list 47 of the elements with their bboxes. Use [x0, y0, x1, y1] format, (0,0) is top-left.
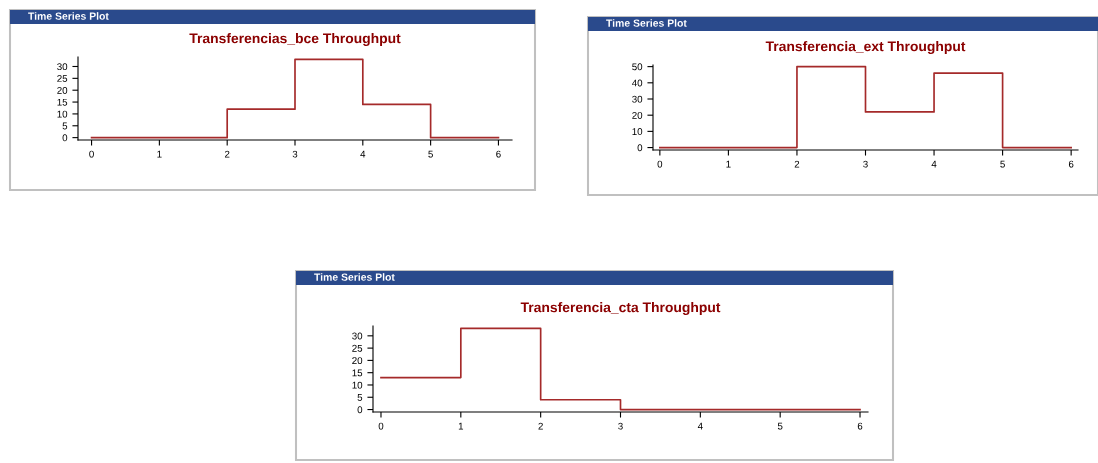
y-tick-label: 20 [57, 86, 68, 94]
x-tick-label: 2 [794, 160, 800, 168]
x-tick-label: 4 [360, 150, 366, 158]
x-tick-label: 5 [1000, 160, 1005, 168]
x-tick-label: 3 [618, 422, 623, 430]
text: Time Series Plot [606, 19, 687, 27]
y-tick-label: 30 [57, 63, 68, 71]
x-tick-label: 0 [657, 160, 663, 168]
y-tick-label: 10 [352, 381, 363, 389]
x-tick-label: 6 [1068, 160, 1074, 168]
y-tick-label: 10 [57, 110, 68, 118]
y-tick-label: 30 [352, 332, 363, 340]
x-tick-label: 1 [458, 422, 464, 430]
y-tick-label: 25 [352, 344, 363, 352]
x-tick-label: 6 [496, 150, 501, 158]
y-tick-label: 20 [352, 357, 363, 365]
text: Time Series Plot [28, 12, 109, 20]
x-tick-label: 2 [538, 422, 543, 430]
x-tick-label: 3 [292, 150, 298, 158]
y-tick-label: 20 [632, 111, 643, 119]
y-tick-label: 10 [632, 128, 643, 135]
y-tick-label: 30 [632, 95, 643, 103]
y-tick-label: 5 [62, 122, 68, 130]
y-tick-label: 0 [62, 134, 68, 142]
x-tick-label: 2 [224, 150, 230, 158]
x-tick-label: 1 [157, 150, 162, 158]
chart-title: Transferencia_ext Throughput [765, 41, 966, 55]
y-tick-label: 0 [637, 144, 643, 152]
x-tick-label: 4 [931, 160, 937, 168]
y-tick-label: 40 [631, 79, 643, 87]
x-tick-label: 1 [726, 160, 731, 168]
x-tick-label: 5 [428, 150, 433, 158]
text: Time Series Plot [314, 273, 395, 281]
x-tick-label: 3 [863, 160, 868, 168]
x-tick-label: 6 [857, 422, 863, 430]
y-tick-label: 0 [357, 406, 363, 414]
x-tick-label: 0 [89, 150, 94, 158]
y-tick-label: 25 [57, 75, 68, 82]
y-tick-label: 5 [357, 394, 363, 401]
y-tick-label: 15 [352, 369, 363, 377]
y-tick-label: 15 [57, 98, 68, 106]
x-tick-label: 0 [378, 422, 384, 430]
chart-title: Transferencia_cta Throughput [520, 302, 721, 316]
x-tick-label: 4 [697, 422, 703, 430]
y-tick-label: 50 [632, 63, 643, 71]
x-tick-label: 5 [777, 422, 783, 430]
chart-title: Transferencias_bce Throughput [189, 33, 401, 47]
